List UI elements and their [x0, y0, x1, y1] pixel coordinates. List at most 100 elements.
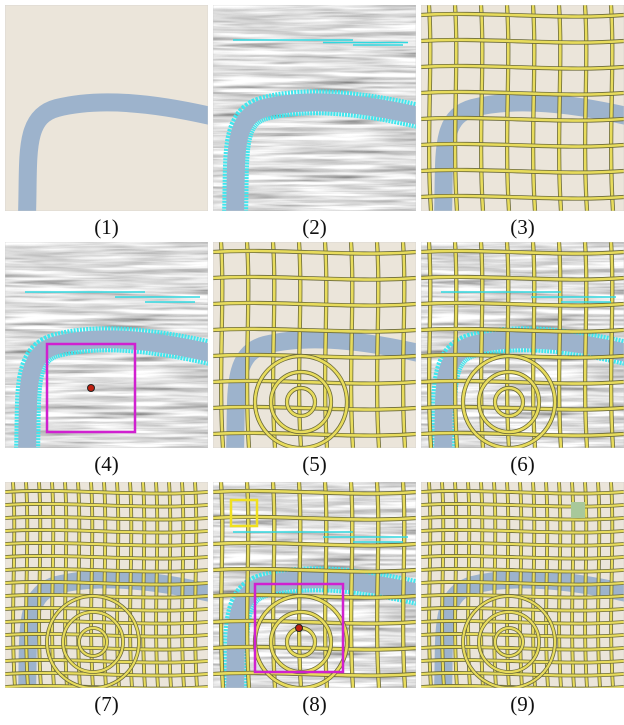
- river: [434, 93, 624, 211]
- street: [557, 5, 563, 211]
- panel: [213, 5, 416, 211]
- street: [77, 626, 109, 658]
- street: [213, 275, 416, 281]
- street: [285, 626, 317, 658]
- panel: [213, 482, 416, 688]
- street: [421, 567, 624, 573]
- street: [297, 242, 303, 448]
- street: [5, 554, 208, 560]
- river: [18, 93, 208, 211]
- street: [401, 242, 407, 448]
- street: [477, 610, 541, 674]
- street: [421, 38, 624, 44]
- street: [349, 242, 355, 448]
- street: [349, 482, 355, 688]
- region-box-yellow: [229, 498, 259, 528]
- street: [421, 619, 624, 625]
- street: [269, 610, 333, 674]
- street: [213, 541, 416, 547]
- street: [421, 168, 624, 174]
- street: [421, 554, 624, 560]
- street: [421, 528, 624, 534]
- street: [421, 249, 624, 255]
- street: [213, 301, 416, 307]
- panel-label: (2): [302, 215, 327, 239]
- street: [421, 116, 624, 122]
- street: [213, 671, 416, 677]
- street: [421, 580, 624, 586]
- panel-label: (7): [94, 692, 119, 716]
- street: [505, 242, 511, 448]
- street: [5, 671, 208, 677]
- street: [427, 242, 433, 448]
- river: [226, 330, 416, 448]
- street: [421, 194, 624, 200]
- panel: [213, 242, 416, 448]
- street: [219, 242, 225, 448]
- street: [453, 5, 459, 211]
- street: [5, 580, 208, 586]
- street: [461, 594, 557, 688]
- street: [401, 482, 407, 688]
- panel: [5, 5, 208, 211]
- street: [271, 242, 277, 448]
- street: [477, 370, 541, 434]
- panel: [421, 482, 624, 688]
- street: [421, 90, 624, 96]
- street: [421, 671, 624, 677]
- street: [5, 619, 208, 625]
- street: [213, 489, 416, 495]
- street: [253, 594, 349, 688]
- street: [375, 482, 381, 688]
- street: [479, 242, 485, 448]
- street: [421, 541, 624, 547]
- street: [219, 482, 225, 688]
- street: [453, 242, 459, 448]
- street: [421, 301, 624, 307]
- street: [245, 242, 251, 448]
- street: [5, 515, 208, 521]
- panel: [5, 482, 208, 688]
- street: [493, 386, 525, 418]
- street: [285, 386, 317, 418]
- panel-label: (8): [302, 692, 327, 716]
- street: [213, 431, 416, 437]
- street: [479, 5, 485, 211]
- street: [213, 249, 416, 255]
- street: [461, 354, 557, 448]
- panel-label: (3): [510, 215, 535, 239]
- river: [226, 93, 416, 211]
- region-box: [253, 582, 345, 674]
- singularity: [295, 624, 303, 632]
- street: [421, 64, 624, 70]
- singularity: [87, 384, 95, 392]
- street: [213, 619, 416, 625]
- street: [5, 541, 208, 547]
- street: [609, 5, 615, 211]
- street: [5, 528, 208, 534]
- street: [421, 12, 624, 18]
- street: [609, 242, 615, 448]
- street: [421, 515, 624, 521]
- street: [531, 5, 537, 211]
- street: [297, 482, 303, 688]
- street: [557, 242, 563, 448]
- street: [269, 370, 333, 434]
- street: [421, 275, 624, 281]
- street: [5, 658, 208, 664]
- river: [434, 330, 624, 448]
- street: [421, 327, 624, 333]
- panel: [421, 242, 624, 448]
- street: [421, 502, 624, 508]
- street: [505, 5, 511, 211]
- panel-label: (9): [510, 692, 535, 716]
- panel-label: (4): [94, 452, 119, 476]
- street: [583, 242, 589, 448]
- panel: [421, 5, 624, 211]
- street: [61, 610, 125, 674]
- street: [253, 354, 349, 448]
- panel-label: (6): [510, 452, 535, 476]
- street: [421, 431, 624, 437]
- street: [583, 5, 589, 211]
